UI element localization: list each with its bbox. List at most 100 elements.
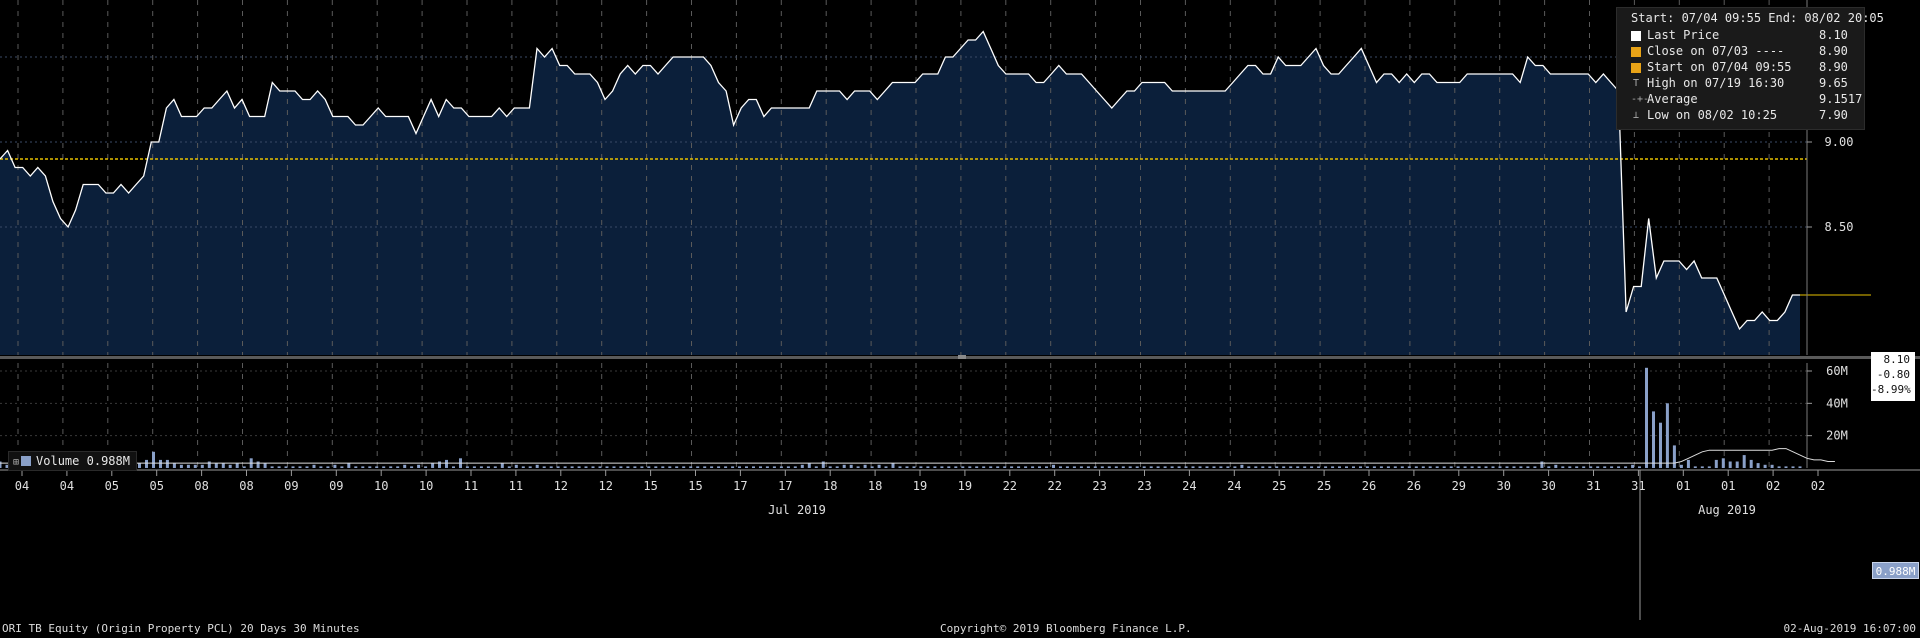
volume-bar (1659, 422, 1662, 468)
volume-bar (1170, 466, 1174, 468)
volume-bar (996, 466, 1000, 468)
volume-bar (1519, 466, 1523, 468)
volume-bar (1114, 466, 1118, 468)
volume-bar (1093, 466, 1097, 468)
volume-average-line (0, 448, 1835, 464)
volume-bar (452, 466, 455, 468)
volume-bar (235, 463, 239, 468)
volume-bar (256, 461, 260, 468)
volume-bar (312, 464, 316, 468)
volume-bar (1212, 466, 1216, 468)
volume-bar (1233, 466, 1237, 468)
volume-bar (1679, 464, 1683, 468)
volume-bar (891, 463, 895, 468)
divider-handle (958, 355, 966, 359)
x-day-label: 25 (1317, 479, 1331, 493)
volume-bar (340, 466, 344, 468)
volume-bar (1282, 466, 1286, 468)
volume-bar (438, 461, 441, 468)
volume-bar (214, 463, 218, 468)
volume-bar (975, 466, 979, 468)
volume-bar (1010, 466, 1014, 468)
volume-bar (1065, 466, 1069, 468)
volume-bar (1177, 466, 1181, 468)
volume-bar (445, 459, 448, 468)
volume-bar (514, 464, 518, 468)
volume-bar (752, 466, 755, 468)
x-month-label: Jul 2019 (768, 503, 826, 517)
volume-bar (1756, 463, 1760, 468)
volume-bar (521, 466, 525, 468)
x-day-label: 25 (1272, 479, 1286, 493)
volume-bar (898, 466, 902, 468)
close-swatch (1631, 47, 1641, 57)
volume-bar (1184, 466, 1188, 468)
volume-bar (1742, 455, 1746, 468)
last-price-tag: 8.10 -0.80 -8.99% (1871, 352, 1915, 401)
volume-bar (961, 466, 965, 468)
volume-bar (375, 466, 379, 468)
volume-bar (570, 466, 574, 468)
volume-bar (1477, 466, 1481, 468)
volume-bar (717, 466, 721, 468)
volume-bar (1303, 466, 1307, 468)
volume-bar (1407, 466, 1411, 468)
volume-bar (1631, 464, 1635, 468)
volume-bar (1372, 466, 1376, 468)
volume-bar (605, 466, 609, 468)
last-price-change-pct: -8.99% (1871, 383, 1911, 396)
volume-bar (779, 466, 783, 468)
legend-value: 7.90 (1819, 108, 1848, 122)
volume-bar (598, 466, 602, 468)
legend-value: 9.1517 (1819, 92, 1863, 106)
x-day-label: 17 (733, 479, 747, 493)
volume-bar (417, 464, 421, 468)
volume-bar (1038, 466, 1041, 468)
legend-row-start: Start on 07/04 09:55 8.90 (1617, 60, 1862, 75)
volume-bar (563, 466, 567, 468)
volume-bar (242, 466, 246, 468)
volume-bar (1107, 466, 1111, 468)
volume-bar (1652, 411, 1655, 468)
x-day-label: 15 (688, 479, 702, 493)
volume-bar (298, 466, 302, 468)
volume-bar (465, 466, 469, 468)
volume-bar (807, 463, 811, 468)
x-day-label: 15 (643, 479, 657, 493)
legend-value: 8.10 (1819, 28, 1848, 42)
volume-bar (284, 466, 288, 468)
volume-bar (1163, 466, 1167, 468)
volume-bar (1352, 466, 1355, 468)
volume-bar (159, 459, 162, 468)
expand-icon[interactable]: ⊞ (13, 457, 20, 468)
volume-bar (668, 466, 672, 468)
x-day-label: 31 (1631, 479, 1645, 493)
volume-bar (765, 466, 769, 468)
volume-bar (291, 466, 295, 468)
volume-tick-label: 60M (1826, 364, 1848, 378)
volume-bar (1770, 464, 1774, 468)
volume-bar (326, 466, 330, 468)
volume-bar (145, 459, 148, 468)
volume-bar (968, 466, 972, 468)
volume-bar (5, 464, 9, 468)
legend-label: High on 07/19 16:30 (1647, 76, 1785, 90)
x-day-label: 23 (1137, 479, 1151, 493)
volume-bar (186, 464, 190, 468)
volume-bar (305, 466, 309, 468)
volume-bar (800, 464, 804, 468)
volume-bar (528, 466, 532, 468)
x-day-label: 04 (60, 479, 74, 493)
volume-bar (1024, 466, 1028, 468)
volume-tick-label: 20M (1826, 429, 1848, 443)
volume-current-tag: 0.988M (1872, 562, 1919, 579)
volume-bar (1254, 466, 1258, 468)
volume-bar (703, 466, 707, 468)
x-day-label: 05 (105, 479, 119, 493)
volume-bar (1582, 466, 1586, 468)
volume-bar (549, 466, 553, 468)
average-marker-icon: -+- (1631, 94, 1650, 105)
volume-bar (1714, 459, 1718, 468)
